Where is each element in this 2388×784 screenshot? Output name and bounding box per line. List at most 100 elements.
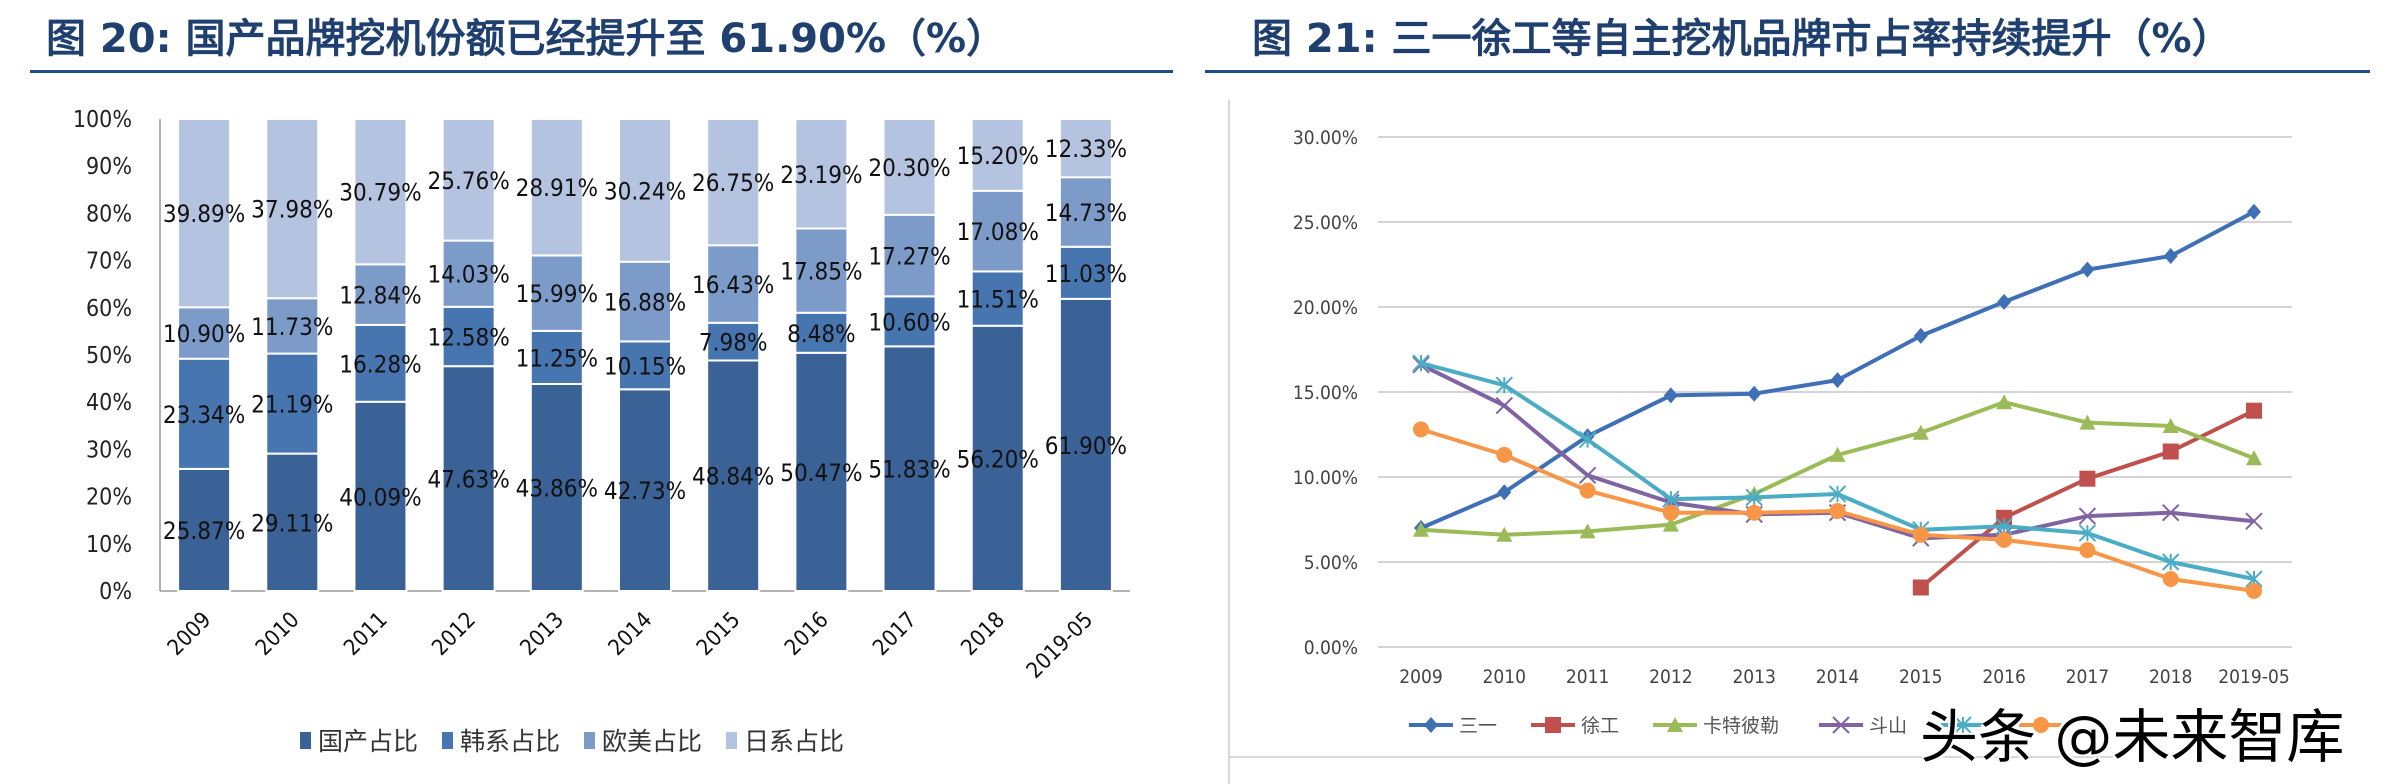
data-label: 40.09% (339, 483, 421, 511)
y-tick-label: 70% (86, 249, 132, 275)
bar-segment (265, 352, 320, 455)
y-tick-label: 30.00% (1293, 127, 1358, 149)
y-tick-label: 90% (86, 154, 132, 180)
y-tick-label: 10% (86, 532, 132, 558)
data-label: 23.19% (780, 161, 862, 189)
y-tick-label: 20% (86, 485, 132, 511)
x-tick-label: 2019-05 (1022, 608, 1098, 684)
marker-square (1912, 579, 1929, 596)
data-label: 21.19% (251, 391, 333, 419)
legend-swatch (442, 732, 453, 749)
data-label: 16.28% (339, 350, 421, 378)
x-tick-label: 2018 (2149, 666, 2193, 688)
marker-star (1828, 485, 1847, 503)
marker-circle (1746, 504, 1763, 521)
data-label: 51.83% (868, 456, 950, 484)
marker-diamond (1663, 387, 1678, 404)
bar-segment (970, 118, 1025, 192)
marker-circle (1829, 503, 1846, 519)
marker-square (1545, 717, 1561, 733)
data-label: 37.98% (251, 196, 333, 224)
data-label: 42.73% (604, 477, 686, 505)
bar-segment (706, 321, 761, 362)
data-label: 11.03% (1045, 260, 1127, 288)
x-tick-label: 2017 (869, 608, 922, 661)
bar-segment (441, 118, 496, 242)
data-label: 50.47% (780, 459, 862, 487)
legend-label: 三一 (1459, 715, 1497, 737)
marker-star (1954, 716, 1972, 734)
bar-segment (618, 340, 672, 391)
data-label: 10.90% (163, 320, 245, 348)
x-tick-label: 2015 (692, 608, 745, 661)
data-label: 20.30% (868, 154, 950, 182)
data-label: 11.73% (251, 313, 333, 341)
data-label: 56.20% (957, 445, 1039, 473)
left-title-divider (30, 70, 1173, 73)
data-label: 47.63% (427, 466, 509, 494)
legend-label: 日系占比 (744, 727, 844, 756)
y-tick-label: 0.00% (1304, 637, 1358, 659)
bar-segment (706, 359, 761, 592)
marker-star (1745, 488, 1763, 507)
marker-diamond (1424, 717, 1438, 733)
bar-segment (882, 295, 937, 348)
bar-segment (441, 365, 496, 592)
marker-star (1412, 354, 1430, 372)
data-label: 39.89% (163, 200, 245, 228)
marker-triangle (2246, 450, 2262, 466)
marker-triangle (1996, 394, 2013, 410)
marker-diamond (1497, 484, 1512, 501)
legend-label: 国产占比 (318, 727, 418, 756)
x-tick-label: 2014 (604, 608, 657, 661)
bar-segment (794, 118, 849, 230)
marker-star (2078, 524, 2097, 542)
marker-diamond (1997, 293, 2012, 310)
legend-label: 斗山 (1869, 715, 1907, 737)
y-tick-label: 40% (86, 390, 132, 416)
y-tick-label: 5.00% (1304, 552, 1358, 574)
data-label: 30.79% (339, 179, 421, 207)
marker-star (1495, 376, 1514, 394)
x-tick-label: 2016 (1982, 666, 2026, 688)
data-label: 16.88% (604, 289, 686, 317)
marker-x (2078, 507, 2097, 525)
x-tick-label: 2015 (1899, 666, 1943, 688)
marker-circle (1579, 482, 1596, 499)
data-label: 23.34% (163, 401, 245, 429)
marker-x (1578, 466, 1597, 485)
bar-segment (706, 244, 761, 324)
marker-triangle (1662, 516, 1679, 532)
bar-segment (794, 311, 849, 354)
x-tick-label: 2019-05 (2218, 666, 2289, 688)
marker-circle (1496, 446, 1513, 463)
bar-segment (706, 118, 761, 247)
x-tick-label: 2012 (1649, 666, 1693, 688)
data-label: 11.25% (516, 344, 598, 372)
data-label: 11.51% (957, 286, 1039, 314)
x-tick-label: 2018 (957, 608, 1010, 661)
watermark: 头条 @未来智库 (1920, 703, 2345, 771)
bar-segment (970, 189, 1025, 273)
legend-swatch (300, 732, 311, 749)
data-label: 12.58% (427, 323, 509, 351)
bar-segment (529, 382, 584, 592)
bar-segment (882, 118, 937, 216)
marker-circle (2162, 571, 2179, 587)
data-label: 16.43% (692, 271, 774, 299)
data-label: 17.08% (957, 218, 1039, 246)
legend-label: 卡特彼勒 (1703, 715, 1779, 737)
marker-triangle (1667, 717, 1683, 732)
legend-label: 欧美占比 (602, 727, 702, 756)
bar-segment (265, 297, 320, 355)
data-label: 7.98% (699, 329, 768, 357)
x-tick-label: 2011 (339, 608, 392, 661)
bar-segment (618, 118, 672, 263)
data-label: 29.11% (251, 509, 333, 537)
legend-label: 韩系占比 (460, 727, 560, 756)
marker-diamond (1830, 372, 1845, 389)
data-label: 14.73% (1045, 199, 1127, 227)
x-tick-label: 2010 (1483, 666, 1527, 688)
marker-x (1495, 396, 1514, 415)
